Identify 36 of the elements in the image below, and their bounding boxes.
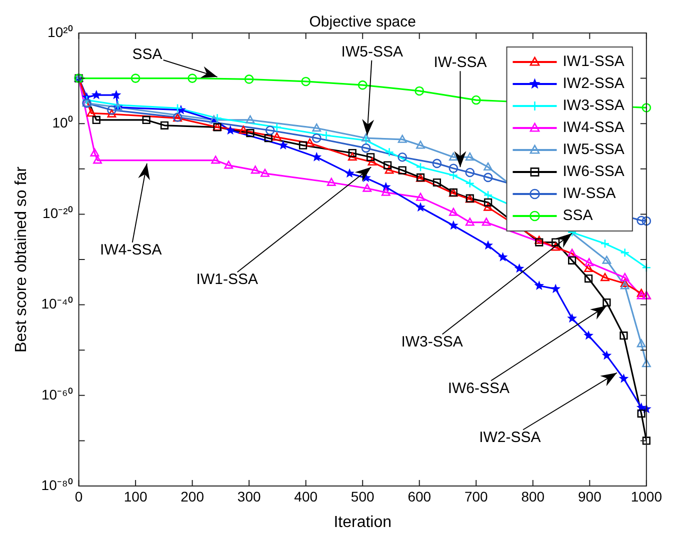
- x-tick-label: 500: [350, 488, 374, 504]
- annotation: IW4-SSA: [100, 242, 162, 259]
- x-tick-label: 300: [237, 488, 261, 504]
- x-tick-label: 900: [578, 488, 602, 504]
- legend-label: IW5-SSA: [562, 141, 624, 158]
- annotation: SSA: [132, 46, 162, 64]
- legend-label: IW2-SSA: [562, 75, 624, 92]
- annotation: IW2-SSA: [479, 428, 541, 446]
- legend-label: IW-SSA: [562, 185, 616, 202]
- x-tick-label: 1000: [630, 488, 662, 504]
- x-tick-label: 800: [521, 488, 545, 504]
- annotation: IW3-SSA: [401, 333, 463, 350]
- y-tick-label: 10⁻²⁰: [42, 205, 73, 222]
- x-tick-label: 600: [408, 488, 432, 504]
- annotation: IW-SSA: [434, 54, 487, 72]
- legend-label: IW3-SSA: [562, 97, 624, 114]
- x-tick-label: 200: [180, 488, 204, 504]
- x-tick-label: 400: [294, 488, 318, 504]
- x-axis-title: Iteration: [334, 514, 392, 531]
- y-axis-title: Best score obtained so far: [13, 166, 30, 352]
- x-tick-label: 700: [464, 488, 488, 504]
- y-tick-label: 10⁻⁸⁰: [41, 476, 73, 493]
- legend-label: SSA: [562, 207, 593, 224]
- y-tick-label: 10²⁰: [48, 24, 73, 40]
- x-tick-label: 0: [74, 488, 83, 504]
- annotation: IW5-SSA: [341, 44, 403, 61]
- y-tick-label: 10⁻⁶⁰: [41, 386, 73, 402]
- x-tick-label: 100: [124, 488, 148, 504]
- legend-label: IW1-SSA: [562, 53, 624, 70]
- annotation: IW1-SSA: [196, 271, 258, 288]
- y-tick-label: 10⁰: [52, 114, 73, 130]
- legend-label: IW6-SSA: [562, 163, 624, 180]
- y-tick-label: 10⁻⁴⁰: [41, 296, 73, 312]
- chart-title: Objective space: [309, 14, 416, 31]
- legend-label: IW4-SSA: [562, 119, 624, 136]
- annotation: IW6-SSA: [448, 380, 510, 397]
